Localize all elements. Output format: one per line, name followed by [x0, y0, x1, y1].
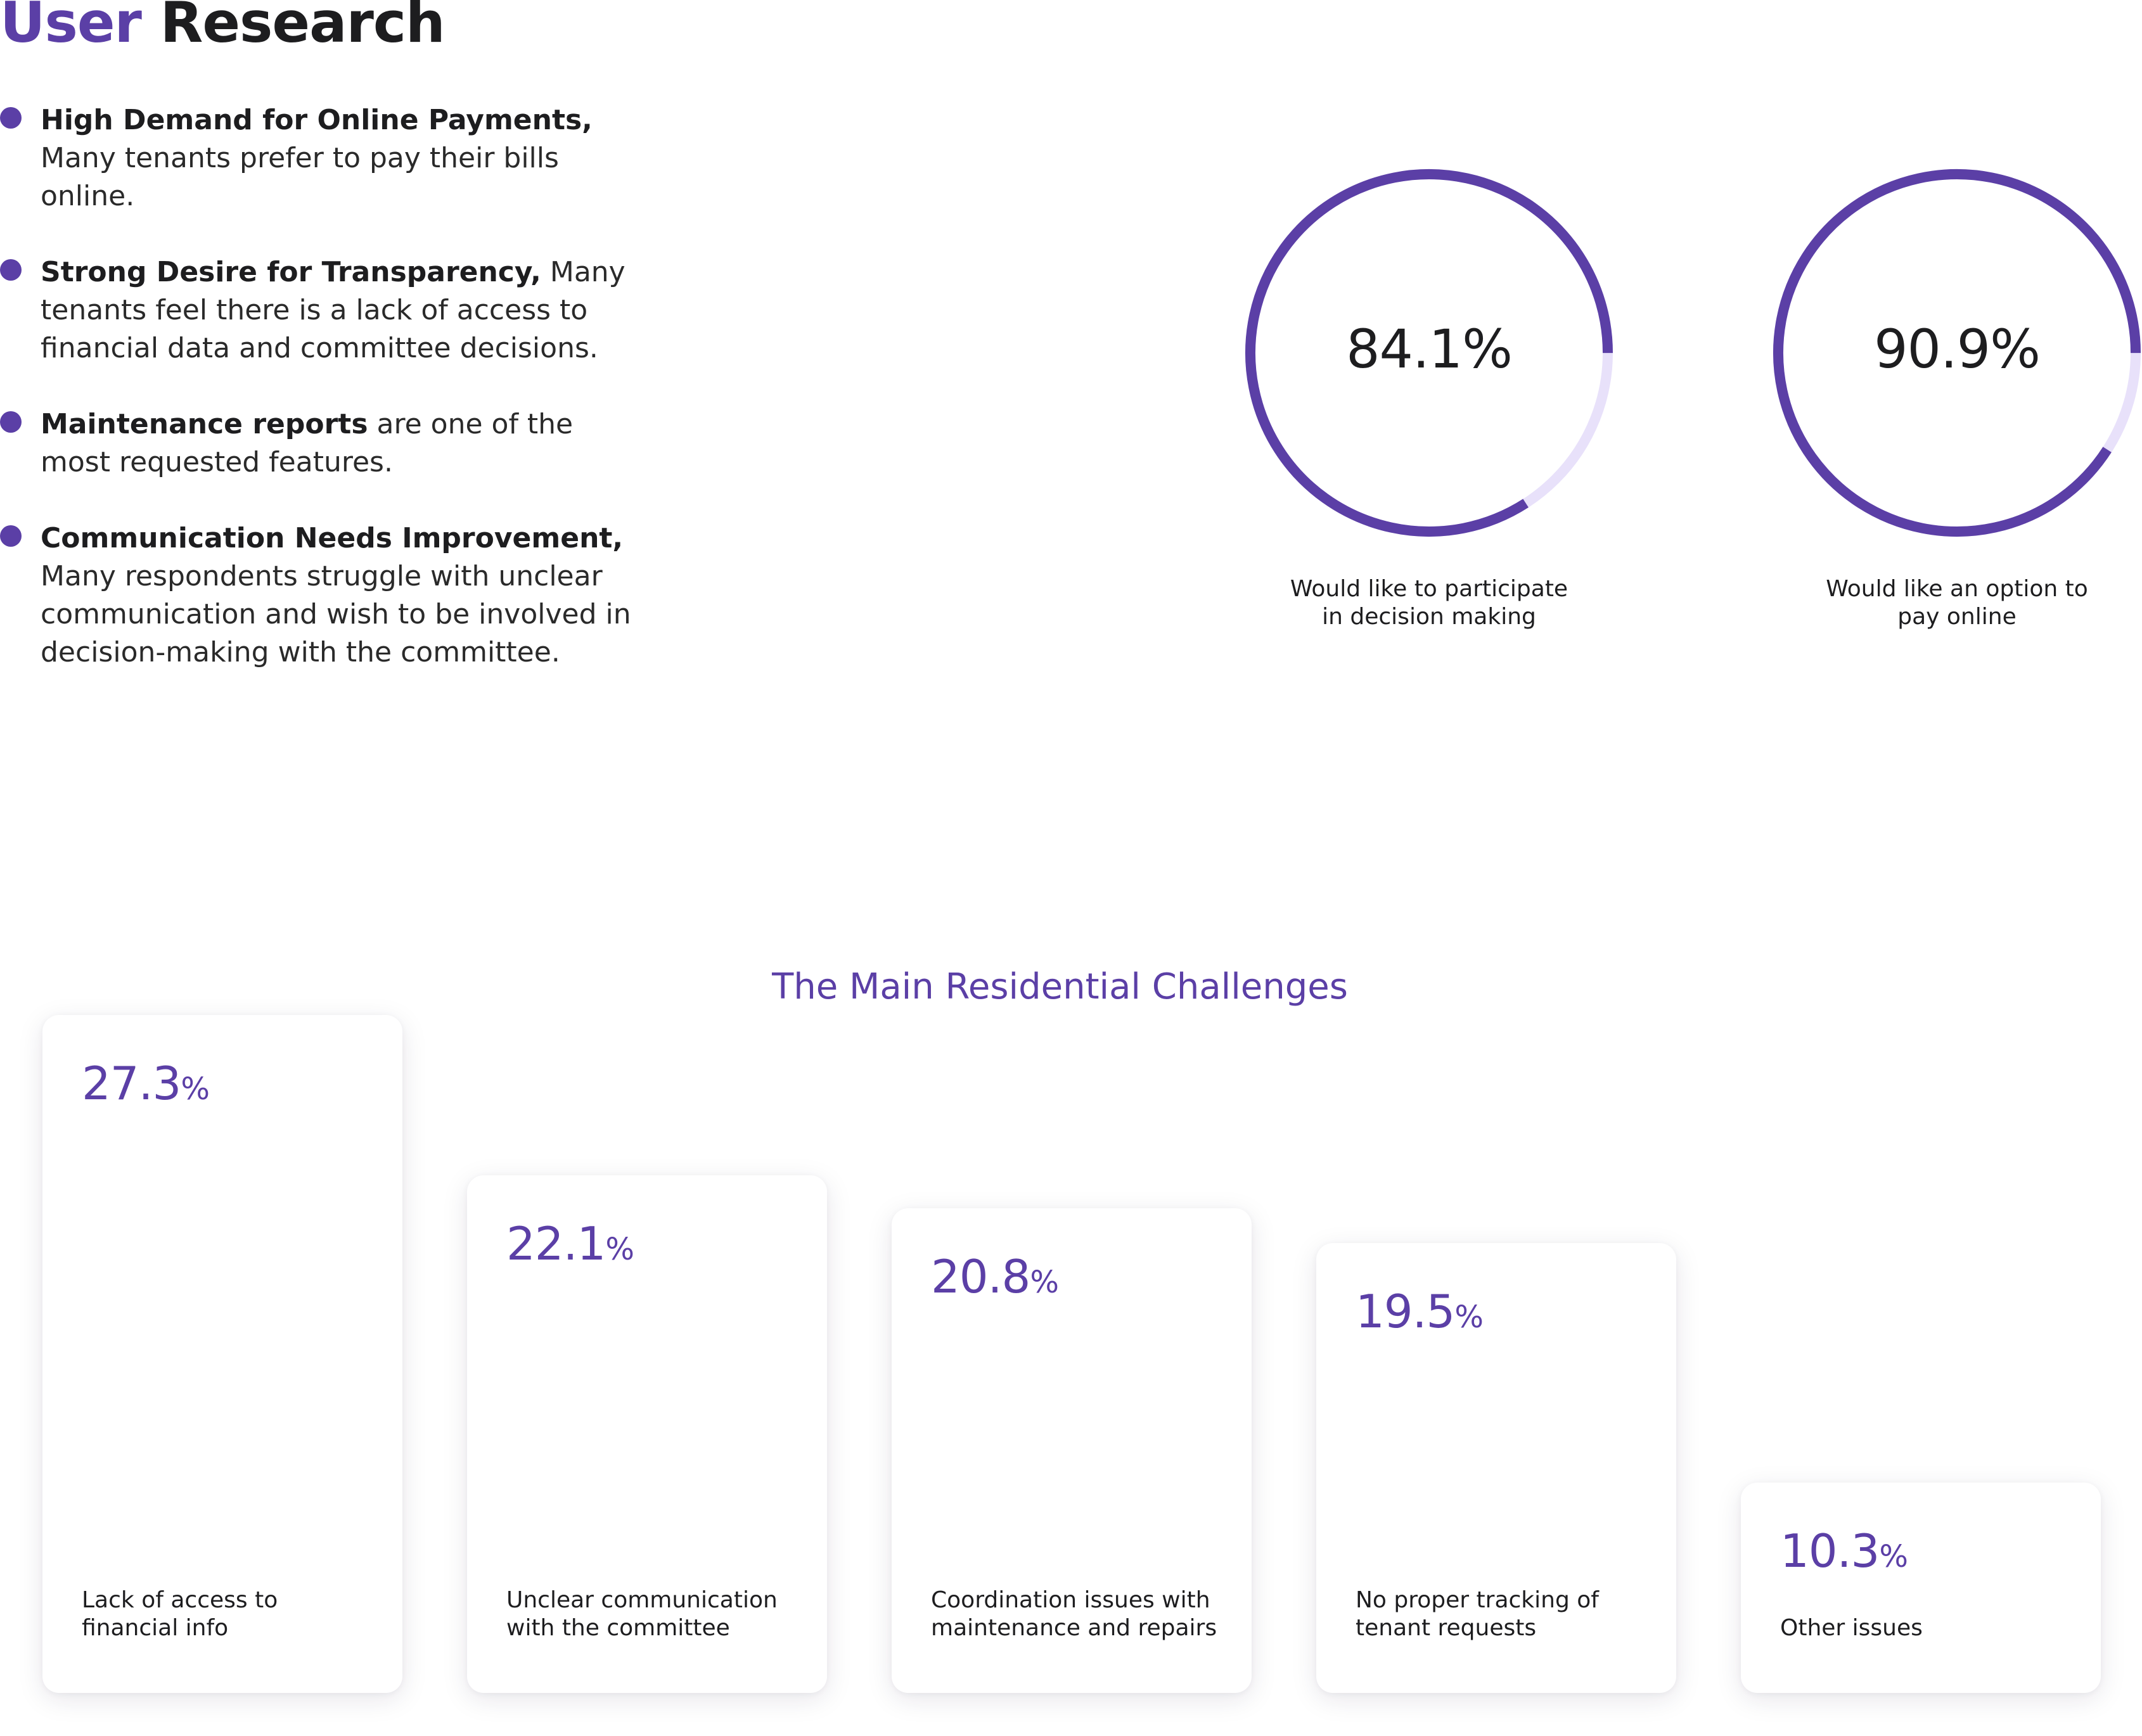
challenge-number: 22.1 [506, 1217, 606, 1270]
challenge-unit: % [605, 1232, 634, 1267]
finding-item: Communication Needs Improvement, Many re… [0, 520, 646, 672]
finding-text: Many respondents struggle with unclear c… [41, 560, 631, 668]
stat-online-payment: 90.9% Would like an option to pay online [1735, 166, 2142, 631]
challenge-label: Coordination issues with maintenance and… [931, 1587, 1217, 1641]
challenge-label: Unclear communication with the committee [506, 1587, 778, 1641]
bullet-dot-icon [0, 107, 22, 129]
challenge-card: 20.8% Coordination issues with maintenan… [892, 1208, 1252, 1693]
bullet-dot-icon [0, 525, 22, 547]
stat-caption: Would like an option to pay online [1826, 576, 2088, 630]
stat-participation: 84.1% Would like to participate in decis… [1207, 166, 1651, 631]
challenge-value: 19.5% [1356, 1285, 1484, 1338]
finding-text: Many tenants feel there is a lack of acc… [41, 256, 625, 364]
challenge-label: Lack of access to financial info [82, 1587, 278, 1641]
challenge-unit: % [1030, 1265, 1059, 1300]
challenge-number: 19.5 [1356, 1285, 1455, 1338]
donut-progress [1245, 169, 1613, 537]
bullet-dot-icon [0, 411, 22, 433]
challenge-card: 10.3% Other issues [1741, 1483, 2101, 1693]
stat-caption: Would like to participate in decision ma… [1290, 576, 1568, 630]
finding-heading: High Demand for Online Payments, [41, 104, 593, 136]
challenge-unit: % [1879, 1539, 1908, 1574]
donut-chart [1773, 169, 2141, 537]
finding-item: Maintenance reports are one of the most … [0, 405, 646, 482]
finding-item: High Demand for Online Payments, Many te… [0, 101, 646, 215]
page-title: User Research [0, 0, 446, 55]
finding-heading: Communication Needs Improvement, [41, 522, 624, 554]
finding-text: Many tenants prefer to pay their bills o… [41, 142, 559, 212]
section-title: The Main Residential Challenges [772, 966, 1348, 1007]
challenge-number: 27.3 [82, 1057, 181, 1110]
challenge-value: 20.8% [931, 1250, 1059, 1303]
stat-value: 84.1% [1346, 318, 1513, 380]
donut-chart [1245, 169, 1613, 537]
challenge-label: Other issues [1780, 1615, 1923, 1641]
finding-item: Strong Desire for Transparency, Many ten… [0, 253, 646, 367]
title-accent: User [0, 0, 142, 55]
challenge-value: 10.3% [1780, 1524, 1908, 1578]
findings-list: High Demand for Online Payments, Many te… [0, 101, 646, 710]
challenge-card: 27.3% Lack of access to financial info [42, 1015, 402, 1693]
challenge-value: 22.1% [506, 1217, 634, 1270]
challenge-unit: % [181, 1071, 210, 1107]
challenge-card: 19.5% No proper tracking of tenant reque… [1316, 1243, 1676, 1693]
challenge-unit: % [1454, 1299, 1484, 1335]
finding-text: are one of the most requested features. [41, 408, 574, 478]
challenge-label: No proper tracking of tenant requests [1356, 1587, 1599, 1641]
stat-value: 90.9% [1874, 318, 2041, 380]
title-rest: Research [160, 0, 446, 55]
finding-heading: Maintenance reports [41, 408, 368, 440]
finding-heading: Strong Desire for Transparency, [41, 256, 541, 288]
challenge-number: 10.3 [1780, 1524, 1880, 1578]
challenge-card: 22.1% Unclear communication with the com… [467, 1175, 827, 1693]
challenge-value: 27.3% [82, 1057, 210, 1110]
challenge-number: 20.8 [931, 1250, 1030, 1303]
bullet-dot-icon [0, 259, 22, 281]
